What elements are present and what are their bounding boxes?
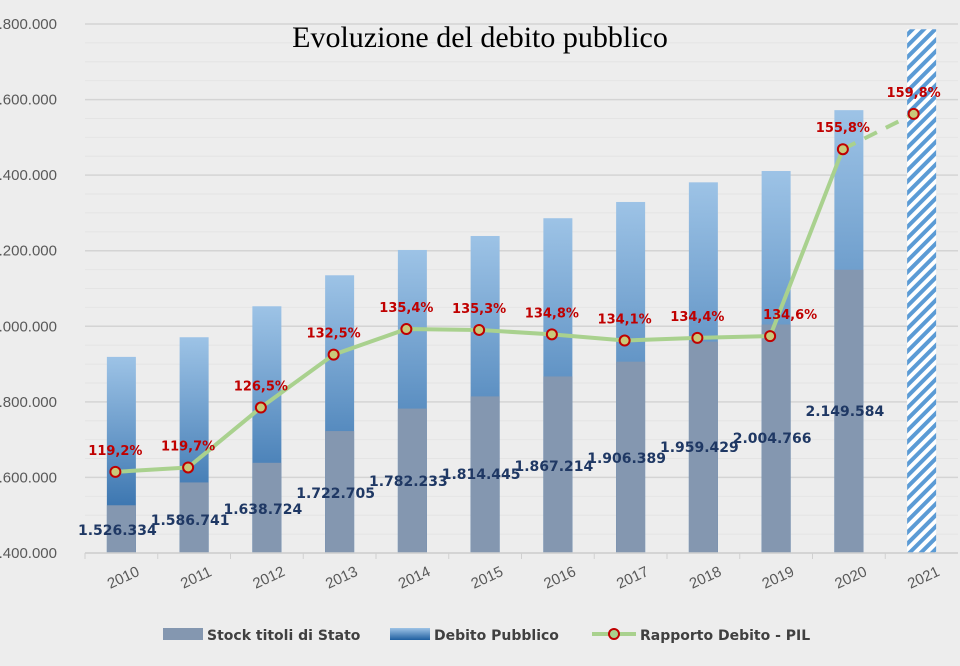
bar-stock <box>325 431 355 553</box>
ratio-label: 134,4% <box>670 310 724 325</box>
x-axis-ticks: 2010 2011 2012 2013 2014 2015 2016 2017 2018 2019… <box>84 552 958 593</box>
stock-value-label: 1.867.214 <box>514 459 593 475</box>
x-tick-label: 2012 <box>250 563 287 593</box>
ratio-marker <box>182 461 195 474</box>
ratio-label: 132,5% <box>307 327 361 342</box>
bar-stock <box>834 269 864 553</box>
legend-marker-ratio <box>608 628 620 640</box>
ratio-label: 126,5% <box>234 380 288 395</box>
chart-title: Evoluzione del debito pubblico <box>292 21 668 54</box>
legend: Stock titoli di Stato Debito Pubblico Ra… <box>163 628 810 644</box>
gridlines <box>85 23 958 554</box>
y-tick-label: 1.600.000 <box>0 469 57 486</box>
ratio-label: 159,8% <box>887 86 941 101</box>
x-tick-label: 2011 <box>178 563 214 592</box>
ratio-label: 155,8% <box>816 121 870 136</box>
stock-value-label: 2.004.766 <box>733 431 812 447</box>
ratio-label: 134,1% <box>598 313 652 328</box>
ratio-label: 134,8% <box>525 306 579 321</box>
bar-stock <box>761 324 791 553</box>
x-tick-label: 2017 <box>614 563 651 593</box>
x-tick-label: 2020 <box>832 563 869 593</box>
y-tick-label: 2.800.000 <box>0 16 57 33</box>
ratio-line <box>109 107 920 478</box>
x-tick-label: 2014 <box>396 563 433 593</box>
ratio-marker <box>254 401 267 414</box>
y-axis-ticks: 2.800.000 2.600.000 2.400.000 2.200.000 2.00… <box>0 16 57 562</box>
ratio-marker <box>473 323 486 336</box>
bar-stock <box>179 482 209 553</box>
legend-label-ratio: Rapporto Debito - PIL <box>640 628 810 644</box>
y-tick-label: 2.000.000 <box>0 318 57 335</box>
stock-value-label: 1.782.233 <box>369 474 448 490</box>
ratio-marker <box>764 330 777 343</box>
stock-value-label: 1.638.724 <box>223 502 302 518</box>
legend-label-debito: Debito Pubblico <box>434 628 559 644</box>
ratio-label: 119,7% <box>161 439 215 454</box>
stock-value-label: 1.814.445 <box>442 467 521 483</box>
x-tick-label: 2016 <box>541 563 578 593</box>
ratio-marker <box>618 334 631 347</box>
bar-stock <box>106 505 136 553</box>
legend-swatch-stock <box>163 628 203 640</box>
bar-stock <box>543 376 573 553</box>
ratio-label: 134,6% <box>763 308 817 323</box>
x-tick-label: 2010 <box>105 563 142 593</box>
x-tick-label: 2015 <box>469 563 506 593</box>
ratio-label: 135,4% <box>379 301 433 316</box>
ratio-marker <box>836 143 849 156</box>
stock-value-label: 1.959.429 <box>660 440 739 456</box>
bar-stock <box>470 396 500 553</box>
x-tick-label: 2018 <box>687 563 724 593</box>
bars <box>106 29 937 554</box>
ratio-marker <box>907 107 920 120</box>
stock-value-label: 1.906.389 <box>587 451 666 467</box>
y-tick-label: 2.600.000 <box>0 92 57 109</box>
x-tick-label: 2021 <box>905 563 942 593</box>
ratio-marker <box>691 331 704 344</box>
y-tick-label: 1.800.000 <box>0 394 57 411</box>
x-tick-label: 2019 <box>760 563 797 593</box>
bar-stock <box>616 361 646 553</box>
bar-debito-forecast <box>907 29 937 554</box>
stock-value-label: 1.722.705 <box>296 486 375 502</box>
bar-stock <box>688 341 718 553</box>
bar-stock <box>252 462 282 553</box>
bar-stock <box>397 408 427 553</box>
y-tick-label: 2.400.000 <box>0 167 57 184</box>
y-tick-label: 1.400.000 <box>0 545 57 562</box>
ratio-line-forecast <box>841 112 915 151</box>
ratio-marker <box>109 465 122 478</box>
ratio-marker <box>327 348 340 361</box>
y-tick-label: 2.200.000 <box>0 243 57 260</box>
stock-value-label: 2.149.584 <box>805 404 884 420</box>
ratio-marker <box>545 328 558 341</box>
ratio-label: 119,2% <box>88 444 142 459</box>
stock-value-label: 1.586.741 <box>151 513 230 529</box>
data-labels: 119,2% 119,7% 126,5% 132,5% 135,4% 135,3% 134,… <box>78 86 941 539</box>
x-tick-label: 2013 <box>323 563 360 593</box>
legend-label-stock: Stock titoli di Stato <box>207 628 361 644</box>
legend-swatch-debito <box>390 628 430 640</box>
ratio-marker <box>400 323 413 336</box>
ratio-label: 135,3% <box>452 302 506 317</box>
stock-value-label: 1.526.334 <box>78 523 157 539</box>
